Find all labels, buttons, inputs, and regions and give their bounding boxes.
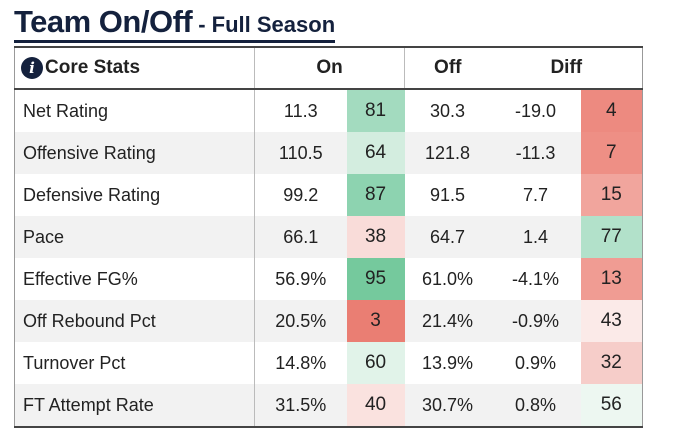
row-label: Pace: [14, 216, 255, 258]
on-value: 56.9%: [254, 258, 347, 300]
off-value: 21.4%: [404, 300, 491, 342]
table-row: Turnover Pct 14.8% 60 13.9% 0.9% 32: [14, 342, 644, 384]
off-value: 13.9%: [421, 352, 474, 373]
row-label: Turnover Pct: [14, 342, 255, 384]
table-row: Net Rating 11.3 81 30.3 -19.0 4: [14, 89, 644, 132]
on-rank-badge: 60: [346, 342, 405, 384]
header-core-stats-label: Core Stats: [45, 57, 141, 78]
off-value: 91.5: [429, 184, 466, 205]
off-value: 121.8: [404, 132, 491, 174]
diff-value: 0.8%: [490, 384, 581, 428]
table-row: Pace 66.1 38 64.7 1.4 77: [14, 216, 644, 258]
on-value: 20.5%: [254, 300, 347, 342]
header-core-stats: i Core Stats: [14, 46, 255, 90]
on-value: 14.8%: [254, 342, 347, 384]
on-rank-badge: 40: [346, 384, 405, 428]
table-row: Offensive Rating 110.5 64 121.8 -11.3 7: [14, 132, 644, 174]
row-label: Defensive Rating: [14, 174, 255, 216]
on-rank-badge: 95: [346, 258, 405, 300]
on-rank-badge: 3: [346, 300, 405, 342]
off-value: 64.7: [404, 216, 491, 258]
table-row: FT Attempt Rate 31.5% 40 30.7% 0.8% 56: [14, 384, 644, 428]
table-row: Defensive Rating 99.2 87 91.5 7.7 15: [14, 174, 644, 216]
diff-value: -0.9%: [490, 300, 581, 342]
header-on: On: [253, 46, 405, 90]
row-label: Effective FG%: [14, 258, 255, 300]
diff-rank-badge: 4: [580, 89, 644, 132]
diff-rank-badge: 15: [580, 174, 644, 216]
header-diff: Diff: [490, 46, 644, 90]
on-rank-badge: 64: [346, 132, 405, 174]
row-label: Offensive Rating: [14, 132, 255, 174]
diff-rank-badge: 13: [580, 258, 644, 300]
info-icon[interactable]: i: [21, 56, 43, 79]
table-header-row: i Core Stats On Off Diff: [14, 46, 644, 90]
core-stats-table: i Core Stats On Off Diff Net Rating 11.3 81…: [14, 46, 644, 428]
diff-rank-badge: 43: [580, 300, 644, 342]
off-value: 30.3: [429, 100, 466, 121]
header-off: Off: [404, 46, 491, 90]
diff-rank-badge: 7: [580, 132, 644, 174]
row-label: FT Attempt Rate: [14, 384, 255, 428]
on-rank-badge: 38: [346, 216, 405, 258]
diff-value: 0.9%: [515, 352, 557, 373]
diff-value: -4.1%: [512, 268, 560, 289]
on-value: 66.1: [254, 216, 347, 258]
title-subtitle: - Full Season: [198, 12, 336, 37]
row-label: Off Rebound Pct: [14, 300, 255, 342]
on-value: 110.5: [254, 132, 347, 174]
on-value: 99.2: [254, 174, 347, 216]
off-value: 30.7%: [404, 384, 491, 428]
on-rank-badge: 87: [346, 174, 405, 216]
on-value: 11.3: [254, 89, 347, 132]
diff-value: -11.3: [490, 132, 581, 174]
on-value: 31.5%: [254, 384, 347, 428]
row-label: Net Rating: [14, 89, 255, 132]
diff-rank-badge: 77: [580, 216, 644, 258]
diff-rank-badge: 32: [580, 342, 644, 384]
off-value: 61.0%: [421, 268, 474, 289]
table-row: Effective FG% 56.9% 95 61.0% -4.1% 13: [14, 258, 644, 300]
on-rank-badge: 81: [346, 89, 405, 132]
diff-value: 7.7: [523, 184, 549, 205]
page-title: Team On/Off - Full Season: [14, 4, 336, 43]
table-row: Off Rebound Pct 20.5% 3 21.4% -0.9% 43: [14, 300, 644, 342]
diff-value: 1.4: [490, 216, 581, 258]
diff-rank-badge: 56: [580, 384, 644, 428]
title-main: Team On/Off: [14, 4, 193, 39]
diff-value: -19.0: [515, 100, 557, 121]
